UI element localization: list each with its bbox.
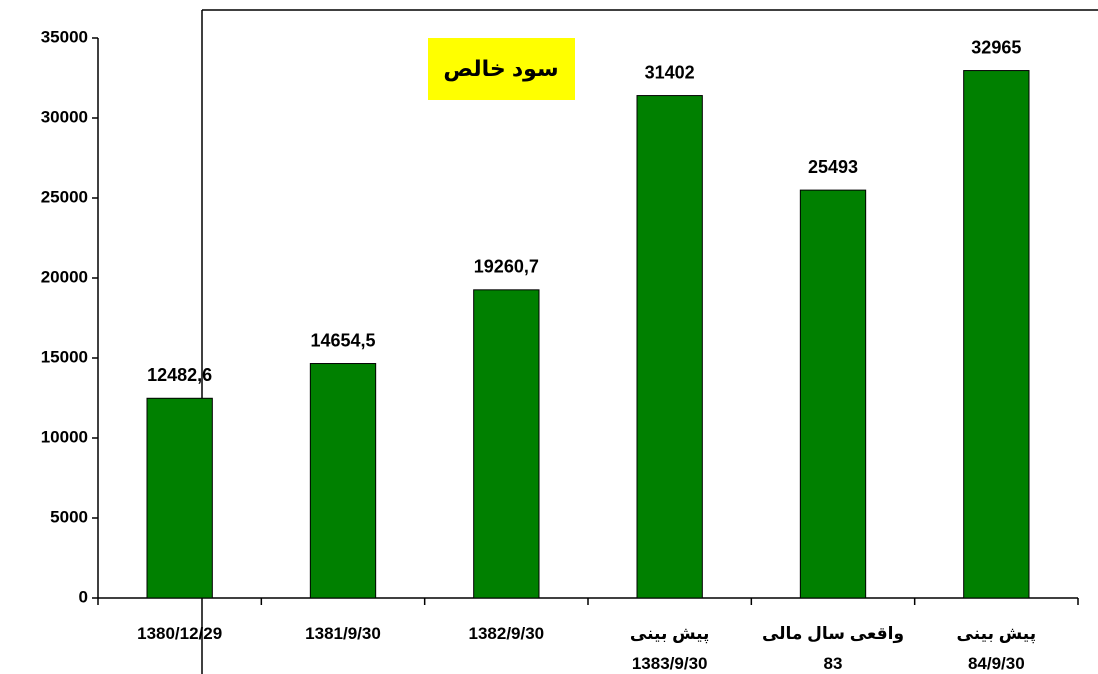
y-tick-label: 30000	[41, 107, 88, 126]
x-tick-label: 1380/12/29	[137, 624, 222, 643]
value-label: 14654,5	[310, 330, 375, 350]
y-tick-label: 15000	[41, 347, 88, 366]
bar	[146, 397, 213, 599]
y-tick-label: 5000	[50, 507, 88, 526]
y-tick-label: 10000	[41, 427, 88, 446]
bar	[473, 289, 540, 599]
y-tick-label: 35000	[41, 27, 88, 46]
bar	[799, 189, 867, 599]
value-label: 32965	[971, 37, 1021, 57]
x-tick-label: پیش بینی 1383/9/30	[630, 624, 710, 673]
value-label: 12482,6	[147, 365, 212, 385]
value-label: 31402	[645, 62, 695, 82]
y-tick-label: 25000	[41, 187, 88, 206]
x-tick-label: 1382/9/30	[469, 624, 545, 643]
x-tick-label: پیش بینی 84/9/30	[957, 624, 1037, 673]
bar	[636, 95, 703, 599]
bar	[309, 363, 377, 599]
y-tick-label: 0	[79, 587, 88, 606]
value-label: 19260,7	[474, 257, 539, 277]
value-label: 25493	[808, 157, 858, 177]
x-tick-label: 1381/9/30	[305, 624, 381, 643]
x-tick-label: واقعی سال مالی 83	[762, 624, 904, 673]
bar	[963, 70, 1030, 599]
y-tick-label: 20000	[41, 267, 88, 286]
chart-title: سود خالص	[443, 56, 558, 82]
title-box	[428, 38, 575, 100]
